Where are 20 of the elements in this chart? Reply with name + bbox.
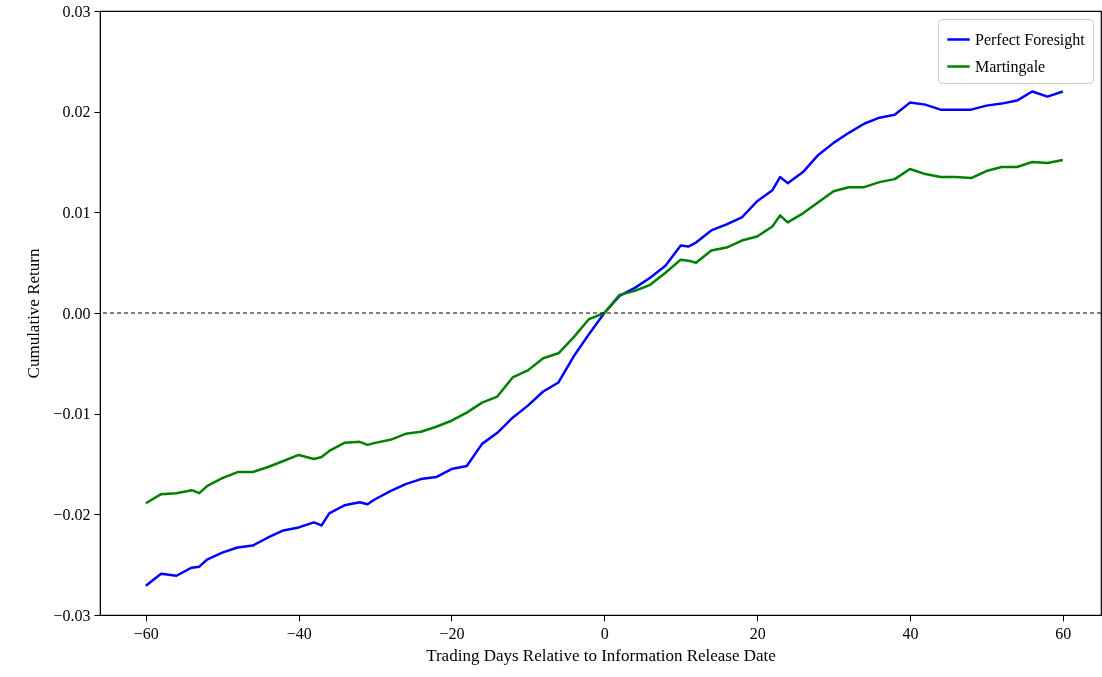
x-axis-title: Trading Days Relative to Information Release Date (426, 645, 776, 665)
x-tick-label: 20 (749, 624, 766, 642)
y-tick-label: 0.00 (62, 304, 91, 322)
y-tick-label: 0.02 (62, 103, 91, 121)
x-tick-label: 0 (600, 624, 609, 642)
x-tick-label: −20 (439, 624, 465, 642)
line-series (144, 90, 1065, 588)
y-tick-label: 0.01 (62, 203, 91, 221)
x-tick-label: −60 (133, 624, 159, 642)
y-tick-label: −0.03 (53, 606, 91, 624)
legend-label: Martingale (975, 57, 1046, 76)
y-tick-label: −0.02 (53, 505, 91, 523)
y-tick-label: −0.01 (53, 405, 91, 423)
x-tick-label: 40 (902, 624, 919, 642)
y-axis-title: Cumulative Return (24, 248, 44, 379)
y-tick-label: 0.03 (62, 2, 91, 20)
x-tick-label: −40 (286, 624, 312, 642)
x-tick-label: 60 (1055, 624, 1072, 642)
line-series (144, 158, 1065, 505)
legend-label: Perfect Foresight (975, 30, 1086, 49)
